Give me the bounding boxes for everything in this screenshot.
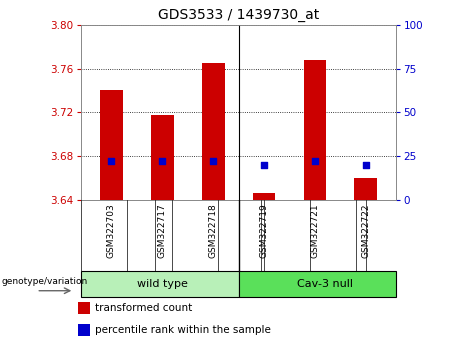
Title: GDS3533 / 1439730_at: GDS3533 / 1439730_at [158, 8, 319, 22]
Bar [355, 178, 378, 200]
Point [107, 159, 115, 164]
Bar [78, 324, 90, 336]
Bar [303, 60, 326, 200]
Text: GSM322703: GSM322703 [107, 204, 116, 258]
Point [311, 159, 319, 164]
Point [260, 162, 268, 168]
Bar [253, 193, 276, 200]
Text: GSM322722: GSM322722 [361, 204, 370, 258]
Bar [100, 91, 123, 200]
Text: genotype/variation: genotype/variation [1, 278, 88, 286]
Text: GSM322721: GSM322721 [310, 204, 319, 258]
Point [159, 159, 166, 164]
Text: GSM322717: GSM322717 [158, 204, 167, 258]
Bar [201, 63, 225, 200]
Point [209, 159, 217, 164]
Text: Cav-3 null: Cav-3 null [297, 279, 353, 289]
Bar [78, 302, 90, 314]
Bar [151, 115, 174, 200]
Point [362, 162, 370, 168]
Text: transformed count: transformed count [95, 303, 192, 313]
Bar [81, 271, 239, 297]
Text: wild type: wild type [137, 279, 188, 289]
Text: GSM322719: GSM322719 [260, 204, 269, 258]
Text: percentile rank within the sample: percentile rank within the sample [95, 325, 271, 335]
Bar [239, 271, 396, 297]
Text: GSM322718: GSM322718 [208, 204, 218, 258]
